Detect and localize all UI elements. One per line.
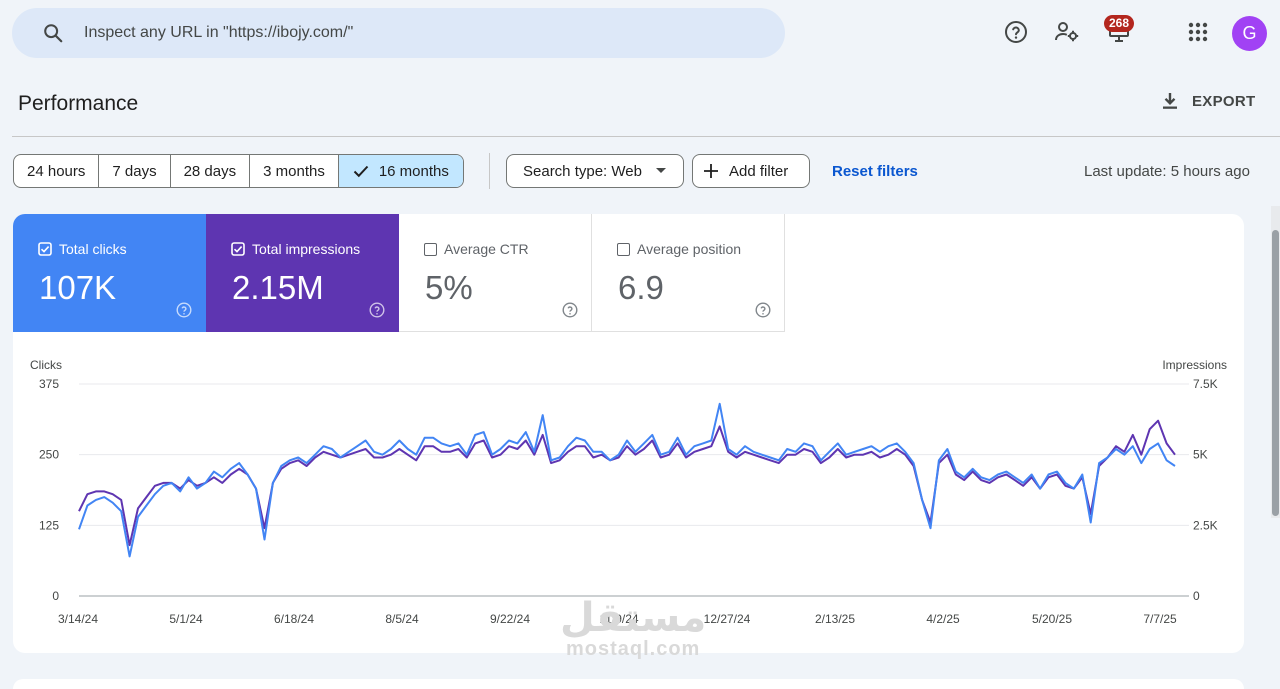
watermark-arabic: مستقل [560,595,707,641]
x-tick-label: 5/20/25 [1032,612,1072,626]
metric-value: 6.9 [618,269,664,306]
metric-total-clicks[interactable]: Total clicks 107K [13,214,206,332]
avatar[interactable]: G [1232,16,1267,51]
performance-card: Total clicks 107K Total impressions 2.15… [13,214,1244,653]
y-right-axis-title: Impressions [1162,358,1227,372]
date-range-label: 7 days [112,162,157,180]
y-right-tick-label: 0 [1193,589,1200,603]
manage-users-icon[interactable] [1054,19,1080,45]
y-right-tick-label: 7.5K [1193,377,1218,391]
x-tick-label: 5/1/24 [169,612,203,626]
date-range-label: 28 days [183,162,237,180]
search-icon [44,24,63,43]
metric-average-position[interactable]: Average position 6.9 [592,214,785,332]
add-filter-label: Add filter [729,162,789,180]
help-icon[interactable] [1003,19,1029,45]
watermark-latin: mostaql.com [565,638,701,660]
scrollbar-thumb[interactable] [1272,230,1279,516]
x-tick-label: 6/18/24 [274,612,314,626]
x-tick-label: 8/5/24 [385,612,419,626]
metric-average-ctr[interactable]: Average CTR 5% [399,214,592,332]
help-icon[interactable] [562,302,578,318]
checkbox-checked-icon[interactable] [38,242,52,256]
export-button[interactable]: EXPORT [1160,91,1255,111]
search-bar[interactable] [12,8,785,58]
page-title: Performance [18,92,139,115]
table-card [13,679,1244,689]
date-range-label: 3 months [263,162,325,180]
date-range-24-hours[interactable]: 24 hours [14,155,100,187]
x-tick-label: 4/2/25 [926,612,960,626]
y-left-tick-label: 250 [39,448,59,462]
y-right-tick-label: 2.5K [1193,518,1218,532]
checkbox-unchecked-icon[interactable] [424,242,437,256]
download-icon [1163,93,1177,109]
last-update-text: Last update: 5 hours ago [1084,163,1250,180]
date-range-16-months[interactable]: 16 months [338,155,463,187]
divider [12,136,1280,137]
date-range-28-days[interactable]: 28 days [171,155,251,187]
date-range-label: 24 hours [27,162,86,180]
help-icon[interactable] [755,302,771,318]
apps-grid-icon[interactable] [1185,19,1211,45]
scrollbar[interactable] [1271,206,1280,518]
metric-value: 5% [425,269,473,306]
y-left-tick-label: 0 [52,589,59,603]
checkbox-checked-icon[interactable] [231,242,245,256]
metric-total-impressions[interactable]: Total impressions 2.15M [206,214,399,332]
date-range-label: 16 months [378,162,449,180]
metric-label: Average CTR [444,241,529,257]
filter-divider [489,153,490,189]
search-type-dropdown[interactable]: Search type: Web [506,154,684,188]
check-icon [353,165,369,178]
add-filter-button[interactable]: Add filter [692,154,810,188]
notification-badge: 268 [1104,15,1135,32]
date-range-3-months[interactable]: 3 months [250,155,339,187]
x-tick-label: 9/22/24 [490,612,530,626]
x-tick-label: 7/7/25 [1143,612,1177,626]
x-tick-label: 12/27/24 [704,612,751,626]
metric-label: Total clicks [59,241,127,257]
watermark: مستقل mostaql.com [560,598,706,661]
y-left-axis-title: Clicks [30,358,62,372]
performance-chart[interactable]: Clicks Impressions 375 250 125 0 7.5K 5K 2.5K… [13,332,1244,653]
y-left-tick-label: 125 [39,518,59,532]
y-left-tick-label: 375 [39,377,59,391]
date-range-7-days[interactable]: 7 days [99,155,171,187]
x-tick-label: 11/9/24 [599,612,638,626]
series-line-clicks [78,402,1176,558]
date-range-selector: 24 hours 7 days 28 days 3 months 16 mont… [13,154,464,188]
plus-icon [704,164,718,178]
x-tick-label: 3/14/24 [58,612,98,626]
metric-label: Average position [637,241,742,257]
search-input[interactable] [84,24,684,42]
checkbox-unchecked-icon[interactable] [617,242,630,256]
help-icon[interactable] [369,302,385,318]
metric-value: 2.15M [232,269,324,306]
x-tick-label: 2/13/25 [815,612,855,626]
series-line-impressions [78,419,1176,547]
reset-filters-link[interactable]: Reset filters [832,163,918,180]
y-right-tick-label: 5K [1193,448,1208,462]
metric-label: Total impressions [252,241,361,257]
export-label: EXPORT [1192,92,1256,110]
help-icon[interactable] [176,302,192,318]
search-type-label: Search type: Web [523,162,642,180]
dropdown-arrow-icon [655,168,666,173]
metric-value: 107K [39,269,117,306]
